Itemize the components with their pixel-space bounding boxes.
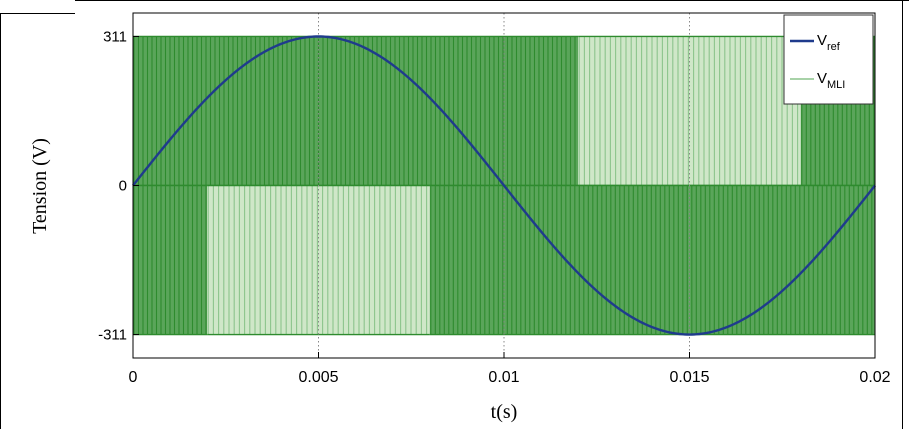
legend-label-mli: VMLI	[817, 70, 845, 91]
pwm-switching-lines	[133, 185, 207, 335]
pwm-switching-lines	[207, 185, 428, 335]
legend: Vref VMLI	[783, 14, 874, 105]
reference-sine-line	[132, 35, 876, 336]
y-axis-label: Tension (V)	[29, 138, 51, 234]
pwm-switching-lines	[430, 185, 873, 335]
pwm-switching-lines	[801, 36, 875, 186]
pwm-switching-lines	[578, 36, 799, 186]
tick-layer: 0 0.005 0.01 0.015 0.02 -311 0 311	[98, 28, 891, 386]
pwm-switching-lines	[133, 36, 576, 186]
x-tick-label: 0	[129, 369, 138, 386]
legend-label-ref: Vref	[817, 32, 841, 53]
x-axis-label: t(s)	[491, 401, 518, 423]
pwm-block	[429, 185, 875, 335]
y-tick-label: 311	[103, 28, 127, 45]
legend-box	[783, 14, 874, 105]
x-tick-label: 0.01	[488, 369, 519, 386]
y-tick-label: -311	[98, 327, 127, 344]
pwm-block	[133, 36, 579, 186]
x-tick-label: 0.015	[669, 369, 709, 386]
x-tick-label: 0.005	[298, 369, 338, 386]
pwm-block	[578, 36, 801, 186]
pwm-block	[207, 185, 430, 335]
y-tick-label: 0	[119, 178, 127, 195]
x-tick-label: 0.02	[859, 369, 890, 386]
